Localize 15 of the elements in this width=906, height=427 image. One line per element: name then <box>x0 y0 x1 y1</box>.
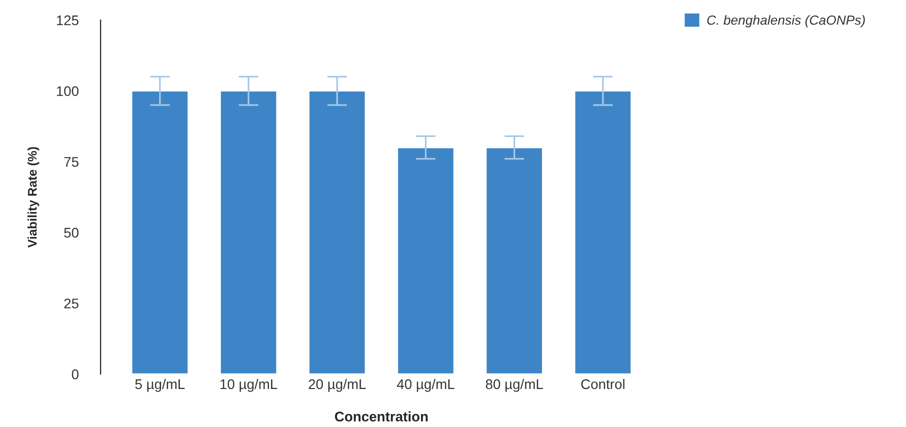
x-tick-label: 80 µg/mL <box>486 378 543 392</box>
y-tick-label: 100 <box>56 86 78 96</box>
x-tick-label: 20 µg/mL <box>308 378 366 392</box>
y-axis-title: Viability Rate (%) <box>28 147 40 248</box>
y-tick-label: 25 <box>64 298 78 308</box>
y-tick-label: 50 <box>64 228 78 238</box>
x-tick-label: 10 µg/mL <box>220 378 278 392</box>
y-tick-label: 125 <box>56 15 78 26</box>
x-tick-label: Control <box>581 378 624 390</box>
x-axis-title: Concentration <box>334 411 428 422</box>
x-tick-label: 40 µg/mL <box>396 378 454 392</box>
x-tick-label: 5 µg/mL <box>135 378 185 392</box>
y-tick-label: 0 <box>72 369 78 380</box>
y-tick-label: 75 <box>64 157 78 167</box>
legend-label: C. benghalensis (CaONPs) <box>707 15 865 28</box>
